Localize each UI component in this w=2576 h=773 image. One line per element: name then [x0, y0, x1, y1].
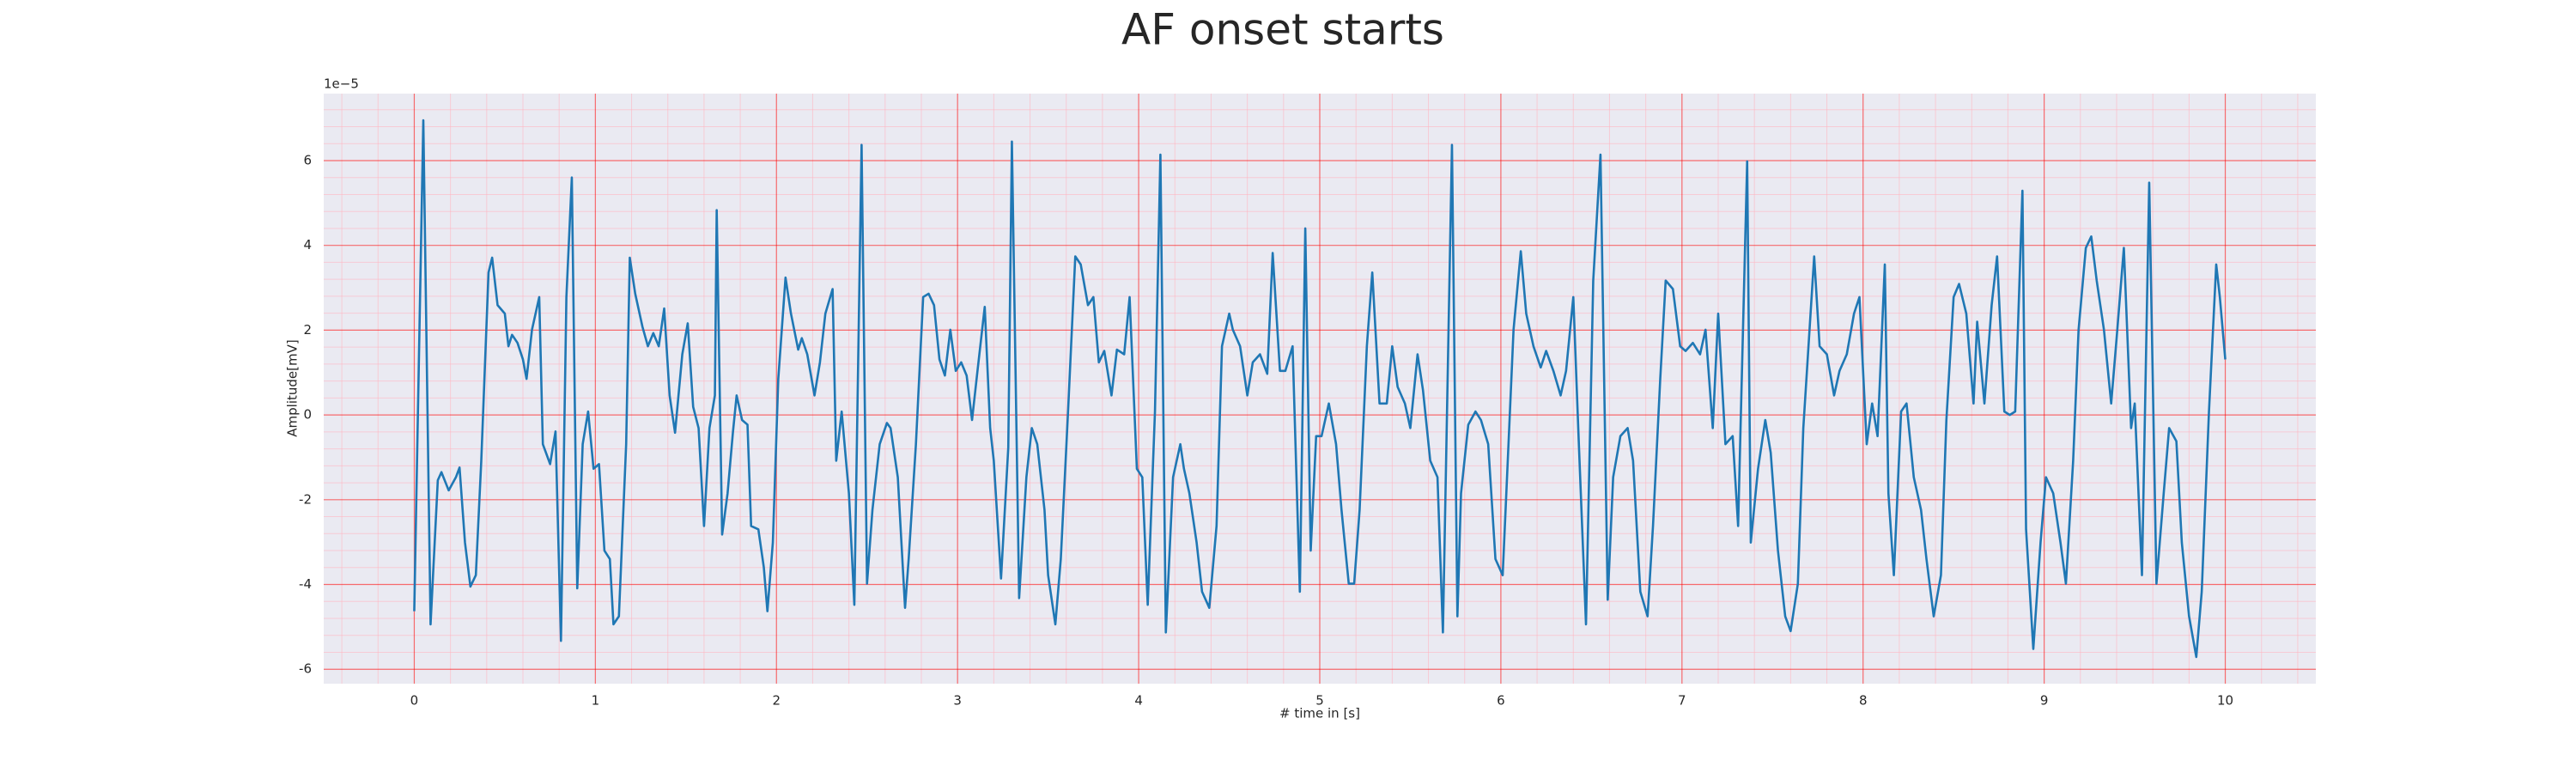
y-tick-label: -2 [299, 491, 312, 507]
y-tick-label: 2 [303, 322, 312, 338]
x-axis-label: # time in [s] [1279, 706, 1360, 721]
y-tick-label: -4 [299, 576, 312, 592]
y-offset-label: 1e−5 [324, 76, 359, 92]
x-tick-label: 6 [1497, 693, 1505, 709]
x-tick-label: 7 [1678, 693, 1686, 709]
x-tick-label: 2 [772, 693, 781, 709]
chart-title: AF onset starts [1121, 5, 1444, 55]
x-tick-label: 8 [1859, 693, 1868, 709]
y-tick-label: 0 [303, 407, 312, 423]
x-tick-label: 5 [1315, 693, 1324, 709]
signal-line [413, 119, 2227, 659]
y-tick-label: 4 [303, 237, 312, 253]
x-tick-label: 1 [592, 693, 600, 709]
x-tick-label: 9 [2040, 693, 2049, 709]
x-tick-label: 10 [2217, 693, 2233, 709]
y-axis-label: Amplitude[mV] [285, 339, 301, 436]
x-tick-label: 0 [410, 693, 419, 709]
x-tick-label: 3 [953, 693, 962, 709]
y-tick-label: -6 [299, 661, 312, 677]
y-tick-label: 6 [303, 152, 312, 167]
x-tick-label: 4 [1134, 693, 1143, 709]
